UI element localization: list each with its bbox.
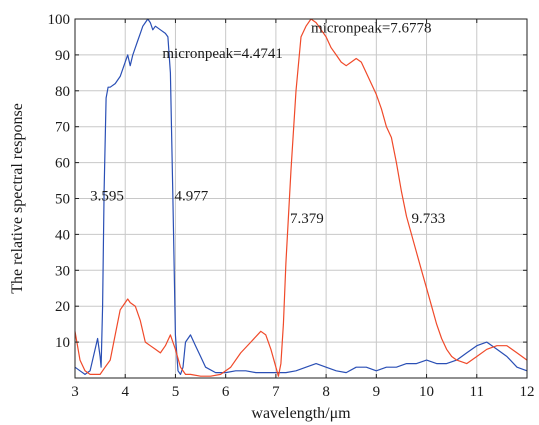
blue-series-line xyxy=(74,18,528,375)
y-tick-label: 10 xyxy=(55,335,70,351)
annotation-label: 4.977 xyxy=(174,189,208,205)
x-tick-label: 10 xyxy=(419,384,434,400)
y-tick-label: 20 xyxy=(55,299,70,315)
red-series-line xyxy=(74,18,528,377)
annotation-label: 9.733 xyxy=(411,211,445,227)
x-tick-label: 6 xyxy=(222,384,230,400)
y-tick-label: 100 xyxy=(48,12,71,28)
y-tick-label: 80 xyxy=(55,84,70,100)
x-tick-label: 5 xyxy=(172,384,180,400)
x-tick-label: 9 xyxy=(373,384,381,400)
axis-ticks: 3 4 5 6 7 8 9 10 11 12 10 20 30 40 50 60 70 80 90 100 xyxy=(48,12,535,400)
y-tick-label: 50 xyxy=(55,192,70,208)
x-tick-label: 7 xyxy=(272,384,280,400)
y-axis-label: The relative spectral response xyxy=(9,103,26,294)
x-tick-label: 12 xyxy=(520,384,535,400)
y-tick-label: 40 xyxy=(55,227,70,243)
y-tick-label: 60 xyxy=(55,156,70,172)
annotation-label: 3.595 xyxy=(90,189,124,205)
x-tick-label: 8 xyxy=(322,384,330,400)
series-lines xyxy=(74,18,528,377)
annotation-label: 7.379 xyxy=(290,211,324,227)
annotation-label: micronpeak=4.4741 xyxy=(162,46,283,62)
x-tick-label: 11 xyxy=(470,384,484,400)
x-tick-label: 3 xyxy=(71,384,79,400)
x-axis-label: wavelength/μm xyxy=(251,405,351,422)
x-tick-label: 4 xyxy=(121,384,129,400)
y-tick-label: 30 xyxy=(55,263,70,279)
annotation-label: micronpeak=7.6778 xyxy=(311,21,432,37)
grid-lines xyxy=(75,19,527,378)
y-tick-label: 90 xyxy=(55,48,70,64)
y-tick-label: 70 xyxy=(55,120,70,136)
annotations: micronpeak=4.4741 micronpeak=7.6778 3.595 4… xyxy=(90,21,445,227)
